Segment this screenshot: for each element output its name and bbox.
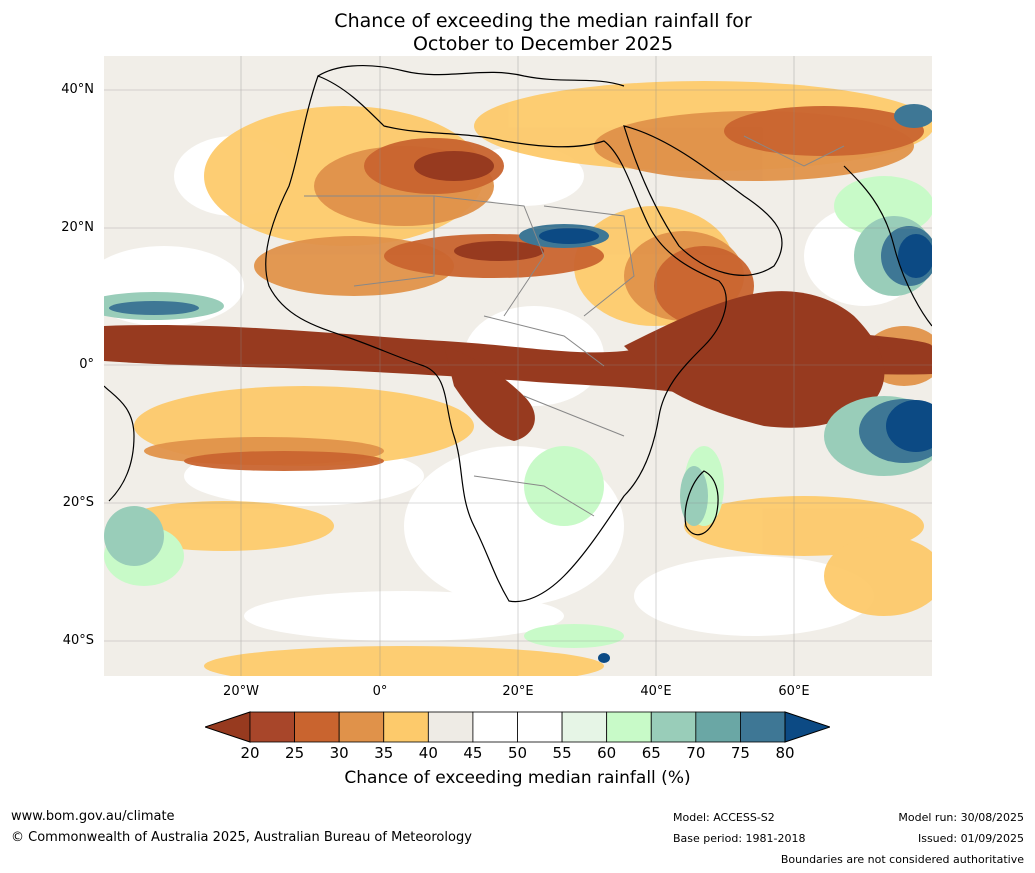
coastlines (104, 64, 932, 603)
colorbar-cell (650, 711, 697, 743)
colorbar-cell (294, 711, 340, 743)
lat-label-20s: 20°S (62, 495, 94, 510)
rainfall-map (104, 56, 932, 676)
colorbar-cell (338, 711, 385, 743)
colorbar-cell (249, 711, 295, 743)
colorbar-cell (695, 711, 741, 743)
issued-info: Issued: 01/09/2025 (917, 832, 1024, 845)
colorbar (205, 711, 830, 743)
colorbar-cell (427, 711, 474, 743)
colorbar-tick-label: 70 (686, 744, 706, 762)
colorbar-tick-label: 30 (329, 744, 349, 762)
colorbar-tick-label: 35 (374, 744, 394, 762)
model-run-info: Model run: 30/08/2025 (898, 811, 1024, 824)
country-borders (304, 135, 845, 517)
colorbar-tick-label: 45 (463, 744, 483, 762)
lat-label-20n: 20°N (61, 220, 94, 235)
map-svg (104, 56, 932, 676)
lon-label-0: 0° (372, 684, 388, 699)
lat-label-40n: 40°N (61, 82, 94, 97)
colorbar-cell (740, 711, 786, 743)
colorbar-tick-label: 40 (418, 744, 438, 762)
colorbar-tick-label: 50 (507, 744, 528, 762)
lat-label-0: 0° (79, 357, 94, 372)
colorbar-extend-low (205, 711, 251, 743)
disclaimer-text: Boundaries are not considered authoritat… (780, 853, 1024, 866)
lon-label-40e: 40°E (640, 684, 672, 699)
colorbar-cell (517, 711, 563, 743)
colorbar-cell (472, 711, 518, 743)
title-line-2: October to December 2025 (412, 33, 674, 55)
lat-label-40s: 40°S (62, 633, 94, 648)
colorbar-tick-label: 55 (552, 744, 572, 762)
lon-label-20e: 20°E (502, 684, 534, 699)
colorbar-cell (383, 711, 429, 743)
lon-label-60e: 60°E (778, 684, 810, 699)
colorbar-extend-high (784, 711, 830, 743)
copyright-text: © Commonwealth of Australia 2025, Austra… (11, 830, 472, 845)
colorbar-cell (561, 711, 608, 743)
map-title: Chance of exceeding the median rainfall … (0, 10, 1035, 56)
above-median-very-strong (539, 228, 932, 663)
colorbar-tick-label: 80 (775, 744, 795, 762)
lon-label-20w: 20°W (223, 684, 259, 699)
title-line-1: Chance of exceeding the median rainfall … (334, 10, 752, 32)
colorbar-tick-label: 75 (730, 744, 750, 762)
colorbar-tick-label: 60 (597, 744, 617, 762)
website-link[interactable]: www.bom.gov.au/climate (11, 809, 175, 824)
base-period-info: Base period: 1981-2018 (673, 832, 806, 845)
model-info: Model: ACCESS-S2 (673, 811, 775, 824)
colorbar-tick-label: 20 (240, 744, 260, 762)
colorbar-title: Chance of exceeding median rainfall (%) (344, 768, 691, 788)
colorbar-tick-label: 25 (285, 744, 305, 762)
colorbar-tick-label: 65 (641, 744, 661, 762)
colorbar-cells (205, 711, 830, 743)
colorbar-cell (606, 711, 652, 743)
graticule (104, 56, 932, 676)
